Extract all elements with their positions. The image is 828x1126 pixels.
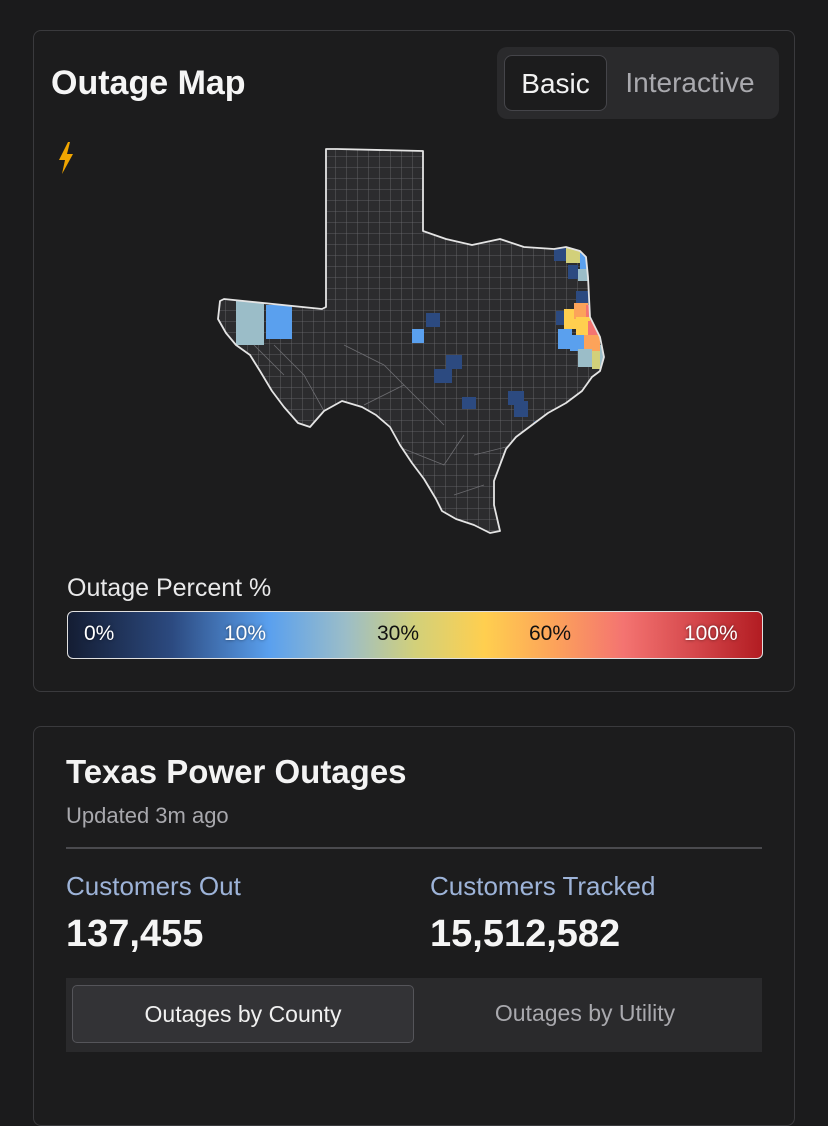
outage-percent-legend: 0% 10% 30% 60% 100%: [67, 611, 763, 659]
county-outage[interactable]: [426, 313, 440, 327]
updated-timestamp: Updated 3m ago: [66, 803, 229, 828]
customers-tracked-label: Customers Tracked: [430, 871, 656, 901]
lightning-bolt-icon: [59, 142, 73, 174]
basic-view-button[interactable]: Basic: [504, 55, 607, 111]
map-title: Outage Map: [51, 64, 246, 102]
legend-tick: 60%: [529, 622, 572, 645]
county-outage[interactable]: [554, 247, 568, 261]
legend-tick: 0%: [84, 622, 115, 645]
legend-label: Outage Percent %: [67, 574, 272, 602]
tab-outages-by-utility[interactable]: Outages by Utility: [494, 1000, 676, 1026]
county-outage[interactable]: [574, 303, 588, 319]
outage-tabs: Outages by County Outages by Utility: [66, 978, 762, 1052]
outage-map-card: Outage Map Basic Interactive: [33, 30, 795, 692]
county-outage[interactable]: [266, 305, 292, 339]
county-outage[interactable]: [576, 317, 590, 335]
stats-title: Texas Power Outages: [66, 753, 407, 790]
county-outage[interactable]: [570, 335, 586, 351]
county-outage[interactable]: [558, 329, 572, 349]
county-outage[interactable]: [236, 301, 264, 345]
outage-stats-card: Texas Power Outages Updated 3m ago Custo…: [33, 726, 795, 1126]
county-outage[interactable]: [592, 351, 600, 369]
county-outage[interactable]: [600, 345, 608, 369]
legend-tick: 30%: [377, 622, 420, 645]
county-outage[interactable]: [514, 401, 528, 417]
county-outage[interactable]: [412, 329, 424, 343]
county-outage[interactable]: [434, 369, 452, 383]
county-outage[interactable]: [576, 291, 590, 303]
county-outage[interactable]: [580, 253, 590, 269]
county-outage[interactable]: [564, 309, 576, 329]
texas-county-map[interactable]: [214, 145, 619, 540]
interactive-view-button[interactable]: Interactive: [625, 67, 755, 98]
county-outage[interactable]: [578, 349, 592, 367]
customers-out-value: 137,455: [66, 913, 204, 955]
county-outage[interactable]: [462, 397, 476, 409]
county-outage[interactable]: [584, 335, 600, 351]
county-outage[interactable]: [568, 265, 578, 279]
customers-tracked-value: 15,512,582: [430, 913, 621, 955]
texas-state-outline: [217, 148, 605, 534]
divider: [66, 847, 762, 849]
county-outage[interactable]: [534, 421, 550, 435]
legend-tick: 100%: [684, 622, 738, 645]
county-outage[interactable]: [578, 269, 592, 281]
legend-tick: 10%: [224, 622, 267, 645]
map-view-toggle: Basic Interactive: [497, 47, 779, 119]
tab-outages-by-county[interactable]: Outages by County: [72, 985, 414, 1043]
customers-out-label: Customers Out: [66, 871, 241, 901]
county-outage[interactable]: [446, 355, 462, 369]
